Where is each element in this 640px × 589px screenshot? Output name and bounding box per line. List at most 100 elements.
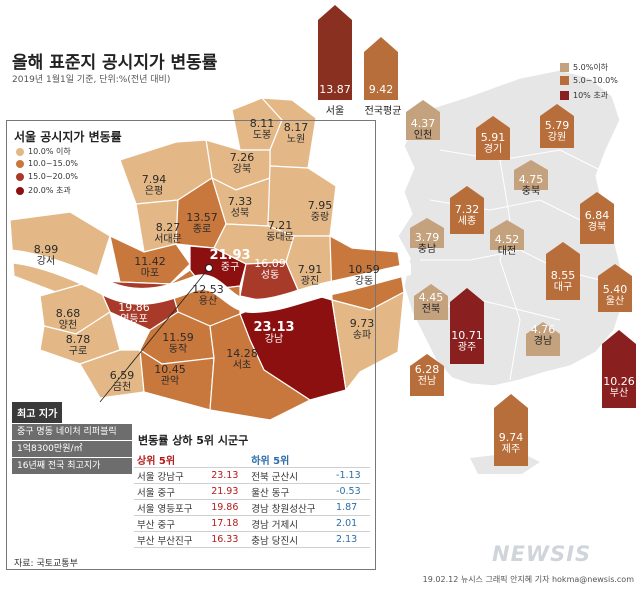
highest-price-heading: 최고 지가 <box>12 402 63 423</box>
legend-item-low: 5.0%이하 <box>560 62 608 73</box>
top-value: 21.93 <box>208 483 249 500</box>
district-label-gangdong: 10.59 강동 <box>348 263 380 288</box>
top-name: 서울 강남구 <box>134 467 209 484</box>
province-label-gangwon: 5.79 강원 <box>544 119 570 144</box>
province-label-daegu: 8.55 대구 <box>550 269 576 294</box>
province-label-jeonbuk: 4.45 전북 <box>418 291 444 316</box>
seoul-panel <box>6 120 376 570</box>
district-label-seongbuk: 7.33 성북 <box>227 195 253 220</box>
bottom-heading: 하위 5위 <box>248 452 334 468</box>
top-value: 23.13 <box>208 467 249 484</box>
table-row: 서울 영등포구 19.86 경남 창원성산구 1.87 <box>134 499 370 516</box>
newsis-logo: NEWSIS <box>492 542 592 566</box>
seoul-legend-item: 15.0~20.0% <box>16 172 78 181</box>
top-value: 17.18 <box>208 515 249 532</box>
district-label-yeongdeungpo: 19.86 영등포 <box>118 301 150 326</box>
seoul-legend-item: 10.0~15.0% <box>16 159 78 168</box>
district-label-seodaemun: 8.27 서대문 <box>154 221 182 246</box>
province-label-chungbuk: 4.75 충북 <box>518 173 544 198</box>
legend-swatch-icon <box>560 76 569 85</box>
highest-price-line: 1억8300만원/㎡ <box>12 441 132 457</box>
ranking-title: 변동률 상하 5위 시군구 <box>138 434 249 447</box>
district-label-dongdaemun: 7.21 동대문 <box>266 219 294 244</box>
province-label-jeju: 9.74 제주 <box>498 431 524 456</box>
legend-dot-icon <box>16 172 24 181</box>
credit-line: 19.02.12 뉴시스 그래픽 안지혜 기자 hokma@newsis.com <box>422 575 634 584</box>
district-label-nowon: 8.17 노원 <box>283 121 309 146</box>
province-label-jeonnam: 6.28 전남 <box>414 363 440 388</box>
province-label-gyeonggi: 5.91 경기 <box>480 131 506 156</box>
highest-price-box: 최고 지가 중구 명동 네이처 리퍼블릭 1억8300만원/㎡ 16년째 전국 … <box>12 402 132 474</box>
bottom-name: 전북 군산시 <box>248 467 334 484</box>
top-name: 서울 영등포구 <box>134 499 209 516</box>
district-label-seongdong: 16.09 성동 <box>254 257 286 282</box>
page-subtitle: 2019년 1월1일 기준, 단위:%(전년 대비) <box>12 75 171 85</box>
seoul-map <box>9 97 405 421</box>
province-label-ulsan: 5.40 울산 <box>602 283 628 308</box>
district-label-gangbuk: 7.26 강북 <box>229 151 255 176</box>
district-label-songpa: 9.73 송파 <box>349 317 375 342</box>
seoul-legend-item: 20.0% 초과 <box>16 185 71 196</box>
province-label-gyeongbuk: 6.84 경북 <box>584 209 610 234</box>
district-label-gwanak: 10.45 관악 <box>154 363 186 388</box>
legend-label: 20.0% 초과 <box>28 186 71 195</box>
legend-label: 10% 초과 <box>573 91 609 100</box>
district-label-gwangjin: 7.91 광진 <box>297 263 323 288</box>
district-label-jungnang: 7.95 중랑 <box>307 199 333 224</box>
han-river <box>5 248 411 314</box>
legend-label: 15.0~20.0% <box>28 172 78 181</box>
district-seocho <box>209 313 312 421</box>
legend-dot-icon <box>16 147 24 156</box>
legend-label: 5.0%이하 <box>573 63 609 72</box>
province-label-sejong: 7.32 세종 <box>454 203 480 228</box>
province-label-gwangju: 10.71 광주 <box>451 329 483 354</box>
district-label-yangcheon: 8.68 양천 <box>55 307 81 332</box>
source-note: 자료: 국토교통부 <box>14 559 78 569</box>
province-label-incheon: 4.37 인천 <box>410 117 436 142</box>
legend-label: 10.0~15.0% <box>28 159 78 168</box>
province-label-busan: 10.26 부산 <box>603 375 635 400</box>
province-label-daejeon: 4.52 대전 <box>494 233 520 258</box>
legend-swatch-icon <box>560 63 569 72</box>
bottom-value: -0.53 <box>333 483 370 500</box>
seoul-panel-title: 서울 공시지가 변동률 <box>14 130 122 144</box>
bottom-value: 1.87 <box>333 499 370 516</box>
table-row: 서울 강남구 23.13 전북 군산시 -1.13 <box>134 467 370 484</box>
table-row: 서울 중구 21.93 울산 동구 -0.53 <box>134 483 370 500</box>
ranking-section: 변동률 상하 5위 시군구 상위 5위 하위 5위 서울 강남구 23.13 전북… <box>134 432 370 548</box>
bottom-name: 경남 창원성산구 <box>248 499 334 516</box>
bar-average-name: 전국평균 <box>364 106 402 117</box>
district-label-mapo: 11.42 마포 <box>134 255 166 280</box>
bottom-value: 2.13 <box>333 531 370 548</box>
top-value: 16.33 <box>208 531 249 548</box>
legend-dot-icon <box>16 186 24 195</box>
top-name: 부산 중구 <box>134 515 209 532</box>
district-label-jongno: 13.57 종로 <box>186 211 218 236</box>
province-label-chungnam: 3.79 충남 <box>414 231 440 256</box>
district-label-dongjak: 11.59 동작 <box>162 331 194 356</box>
district-label-gangseo: 8.99 강서 <box>33 243 59 268</box>
bottom-name: 경남 거제시 <box>248 515 334 532</box>
district-label-yongsan: 12.53 용산 <box>192 283 224 308</box>
bar-average-value: 9.42 <box>368 83 394 96</box>
myeongdong-marker <box>205 264 213 272</box>
bottom-name: 충남 당진시 <box>248 531 334 548</box>
highest-price-line: 중구 명동 네이처 리퍼블릭 <box>12 424 132 440</box>
district-label-geumcheon: 6.59 금천 <box>109 369 135 394</box>
highest-price-pointer <box>99 267 210 403</box>
bar-seoul-name: 서울 <box>325 106 345 117</box>
bottom-value: 2.01 <box>333 515 370 532</box>
highest-price-line: 16년째 전국 최고지가 <box>12 458 132 474</box>
district-label-gangnam: 23.13 강남 <box>253 320 295 345</box>
legend-label: 10.0% 이하 <box>28 147 71 156</box>
table-row: 부산 중구 17.18 경남 거제시 2.01 <box>134 515 370 532</box>
legend-item-mid: 5.0~10.0% <box>560 76 618 85</box>
bar-seoul-value: 13.87 <box>319 83 351 96</box>
top-name: 부산 부산진구 <box>134 531 209 548</box>
table-row: 상위 5위 하위 5위 <box>134 452 370 468</box>
top-heading: 상위 5위 <box>134 452 209 468</box>
district-label-guro: 8.78 구로 <box>65 333 91 358</box>
legend-label: 5.0~10.0% <box>573 76 618 85</box>
district-label-seocho: 14.28 서초 <box>226 347 258 372</box>
district-label-dobong: 8.11 도봉 <box>249 117 275 142</box>
